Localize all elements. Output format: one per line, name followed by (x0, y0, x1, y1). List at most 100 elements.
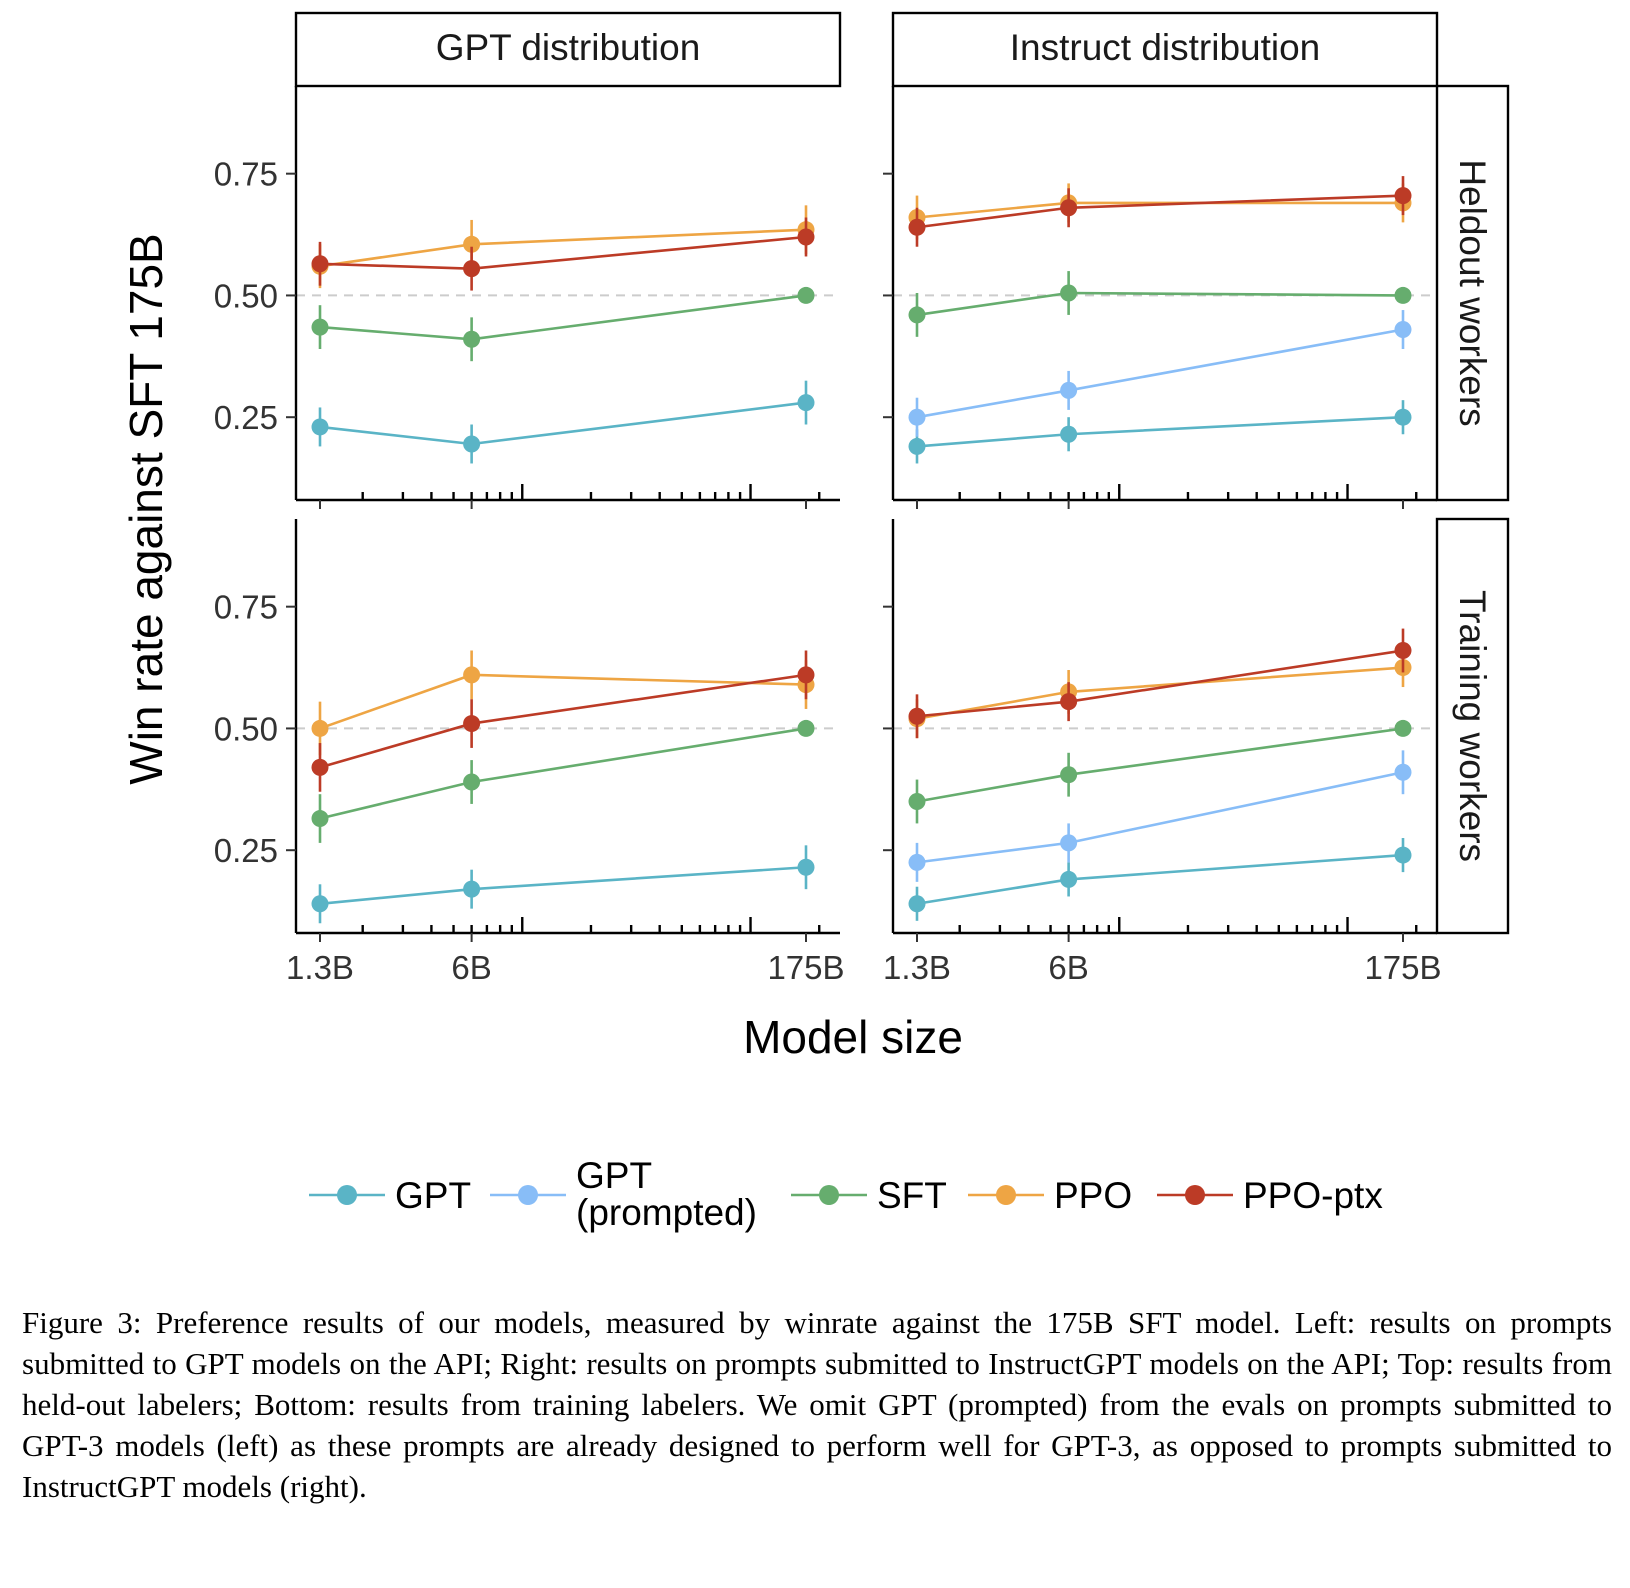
strip-box (294, 11, 842, 88)
data-point (1060, 766, 1078, 784)
panel-instruct-heldout (883, 86, 1437, 509)
panel-gpt-training: 0.25 0.50 0.75 1.3B 6B 175B (214, 519, 845, 986)
data-point (311, 810, 329, 828)
data-point (311, 418, 329, 436)
y-tick-label: 0.50 (214, 710, 278, 747)
legend-item-ptx: PPO-ptx (1157, 1175, 1383, 1216)
data-point (1394, 763, 1412, 781)
series-line (916, 770, 1404, 864)
data-point (908, 408, 926, 426)
column-strip-instruct-distribution: Instruct distribution (891, 11, 1439, 88)
series-line (319, 673, 807, 730)
legend-item-gpt: GPT (309, 1175, 471, 1216)
data-point (908, 218, 926, 236)
legend-label: PPO-ptx (1243, 1175, 1383, 1216)
legend-marker (996, 1185, 1016, 1205)
x-tick-label: 1.3B (286, 949, 354, 986)
data-point (311, 719, 329, 737)
legend-item-gptp: GPT (prompted) (490, 1155, 757, 1233)
data-point (1060, 870, 1078, 888)
series-sft (908, 271, 1412, 337)
data-point (1394, 187, 1412, 205)
data-point (1394, 408, 1412, 426)
data-point (1394, 719, 1412, 737)
data-point (908, 437, 926, 455)
series-gptp (908, 750, 1412, 882)
series-gptp (908, 310, 1412, 437)
data-point (908, 306, 926, 324)
x-tick-label: 6B (451, 949, 491, 986)
legend-marker (819, 1185, 839, 1205)
data-point (1060, 284, 1078, 302)
data-point (311, 758, 329, 776)
x-tick-label: 175B (767, 949, 844, 986)
data-point (1394, 642, 1412, 660)
legend-marker (518, 1185, 538, 1205)
x-tick-label: 175B (1364, 949, 1441, 986)
series-line (319, 865, 807, 906)
y-tick-label: 0.50 (214, 277, 278, 314)
data-point (797, 666, 815, 684)
strip-label: Instruct distribution (1010, 27, 1321, 68)
series-sft (311, 719, 815, 843)
data-point (908, 792, 926, 810)
data-point (1394, 846, 1412, 864)
series-line (319, 673, 807, 769)
strip-label: Heldout workers (1452, 159, 1493, 426)
legend-label: SFT (877, 1175, 947, 1216)
y-tick-label: 0.75 (214, 156, 278, 193)
data-point (463, 880, 481, 898)
data-point (797, 858, 815, 876)
series-gpt (311, 380, 815, 464)
data-point (463, 235, 481, 253)
column-strip-gpt-distribution: GPT distribution (294, 11, 842, 88)
data-point (797, 228, 815, 246)
series-sft (311, 286, 815, 362)
series-ptx (311, 217, 815, 291)
series-ptx (908, 176, 1412, 247)
data-point (1060, 381, 1078, 399)
panel-gpt-heldout: 0.25 0.50 0.75 (214, 86, 840, 509)
x-tick-label: 6B (1048, 949, 1088, 986)
series-ppo (908, 183, 1412, 240)
y-tick-label: 0.75 (214, 589, 278, 626)
strip-box (1435, 517, 1510, 935)
series-line (319, 294, 807, 341)
series-line (319, 401, 807, 446)
panel-instruct-training: 1.3B 6B 175B (883, 519, 1442, 986)
data-point (463, 435, 481, 453)
series-gpt (908, 400, 1412, 464)
data-point (1394, 286, 1412, 304)
legend: GPT GPT (prompted) SFT PPO PPO-ptx (309, 1155, 1383, 1233)
figure-caption: Figure 3: Preference results of our mode… (22, 1305, 1612, 1504)
series-line (319, 727, 807, 820)
data-point (463, 773, 481, 791)
row-strip-training-workers: Training workers (1435, 517, 1510, 935)
data-point (311, 318, 329, 336)
data-point (797, 286, 815, 304)
legend-item-ppo: PPO (968, 1175, 1132, 1216)
series-sft (908, 719, 1412, 824)
legend-item-sft: SFT (791, 1175, 947, 1216)
data-point (1060, 693, 1078, 711)
data-point (463, 330, 481, 348)
series-line (916, 328, 1404, 419)
data-point (908, 853, 926, 871)
series-ptx (311, 650, 815, 792)
series-gpt (908, 838, 1412, 921)
series-line (916, 415, 1404, 448)
legend-marker (337, 1185, 357, 1205)
data-point (908, 707, 926, 725)
series-line (916, 727, 1404, 803)
strip-label: Training workers (1452, 590, 1493, 862)
data-point (797, 394, 815, 412)
legend-label: GPT (prompted) (576, 1155, 757, 1233)
series-line (319, 235, 807, 270)
faceted-line-chart: GPT distribution Instruct distribution Hel… (120, 11, 1510, 1233)
series-line (916, 853, 1404, 906)
data-point (311, 895, 329, 913)
series-gpt (311, 845, 815, 924)
data-point (1394, 321, 1412, 339)
y-axis-title: Win rate against SFT 175B (120, 233, 172, 784)
series-ppo (311, 205, 815, 289)
